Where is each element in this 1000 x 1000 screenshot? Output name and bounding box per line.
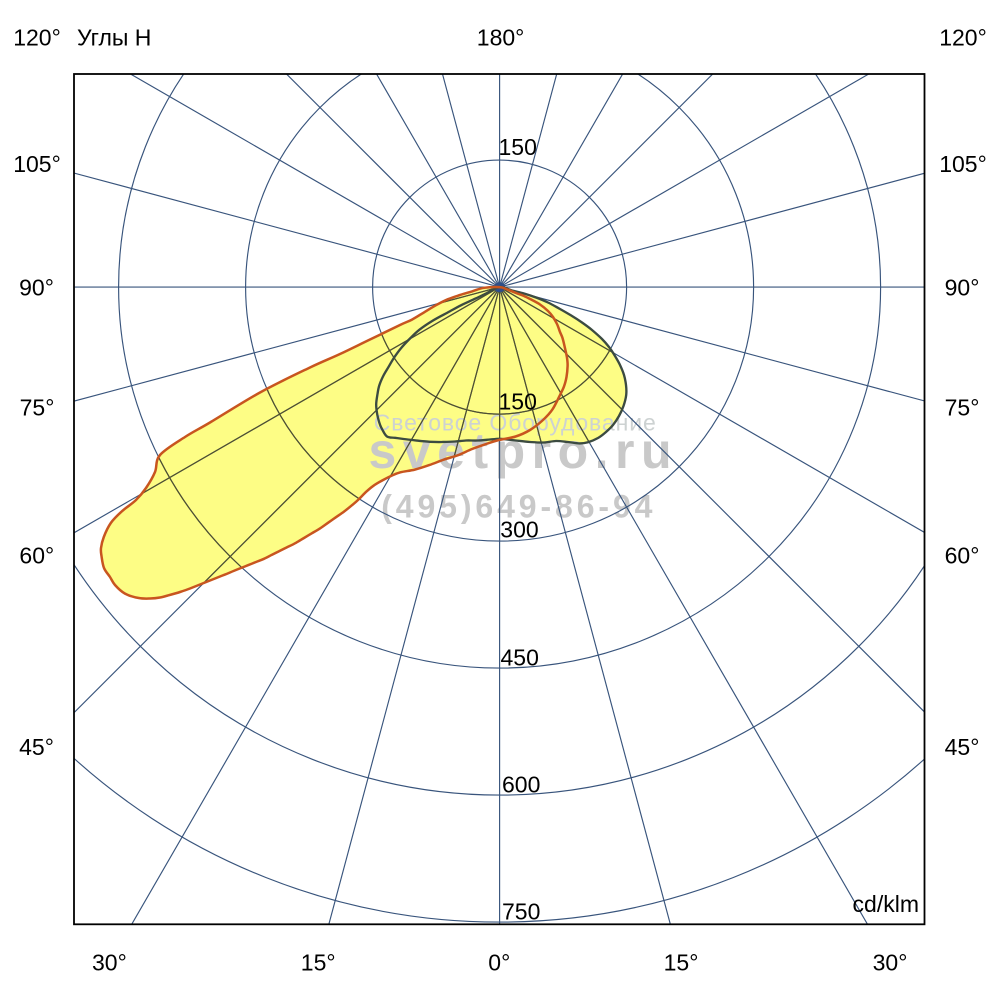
svg-text:105°: 105° bbox=[939, 151, 987, 177]
svg-text:30°: 30° bbox=[873, 950, 908, 976]
svg-text:300: 300 bbox=[500, 517, 538, 543]
svg-text:600: 600 bbox=[502, 772, 540, 798]
svg-text:15°: 15° bbox=[301, 950, 336, 976]
svg-text:60°: 60° bbox=[19, 542, 54, 568]
svg-text:Углы Н: Углы Н bbox=[77, 25, 151, 51]
svg-text:150: 150 bbox=[499, 134, 537, 160]
svg-text:450: 450 bbox=[501, 645, 539, 671]
svg-text:(495)649-86-94: (495)649-86-94 bbox=[381, 489, 656, 525]
svg-text:15°: 15° bbox=[664, 950, 699, 976]
svg-text:150: 150 bbox=[499, 389, 537, 415]
svg-text:90°: 90° bbox=[19, 274, 54, 300]
svg-text:75°: 75° bbox=[20, 394, 55, 420]
svg-text:750: 750 bbox=[502, 899, 540, 925]
svg-text:60°: 60° bbox=[945, 542, 980, 568]
svg-text:180°: 180° bbox=[477, 25, 525, 51]
svg-text:cd/klm: cd/klm bbox=[853, 891, 919, 917]
svg-text:30°: 30° bbox=[92, 950, 127, 976]
svg-text:45°: 45° bbox=[945, 734, 980, 760]
svg-text:45°: 45° bbox=[19, 734, 54, 760]
svg-text:120°: 120° bbox=[939, 25, 987, 51]
svg-text:120°: 120° bbox=[13, 25, 61, 51]
svg-text:90°: 90° bbox=[945, 274, 980, 300]
svg-text:75°: 75° bbox=[945, 394, 980, 420]
svg-text:0°: 0° bbox=[488, 950, 510, 976]
svg-text:105°: 105° bbox=[13, 151, 61, 177]
